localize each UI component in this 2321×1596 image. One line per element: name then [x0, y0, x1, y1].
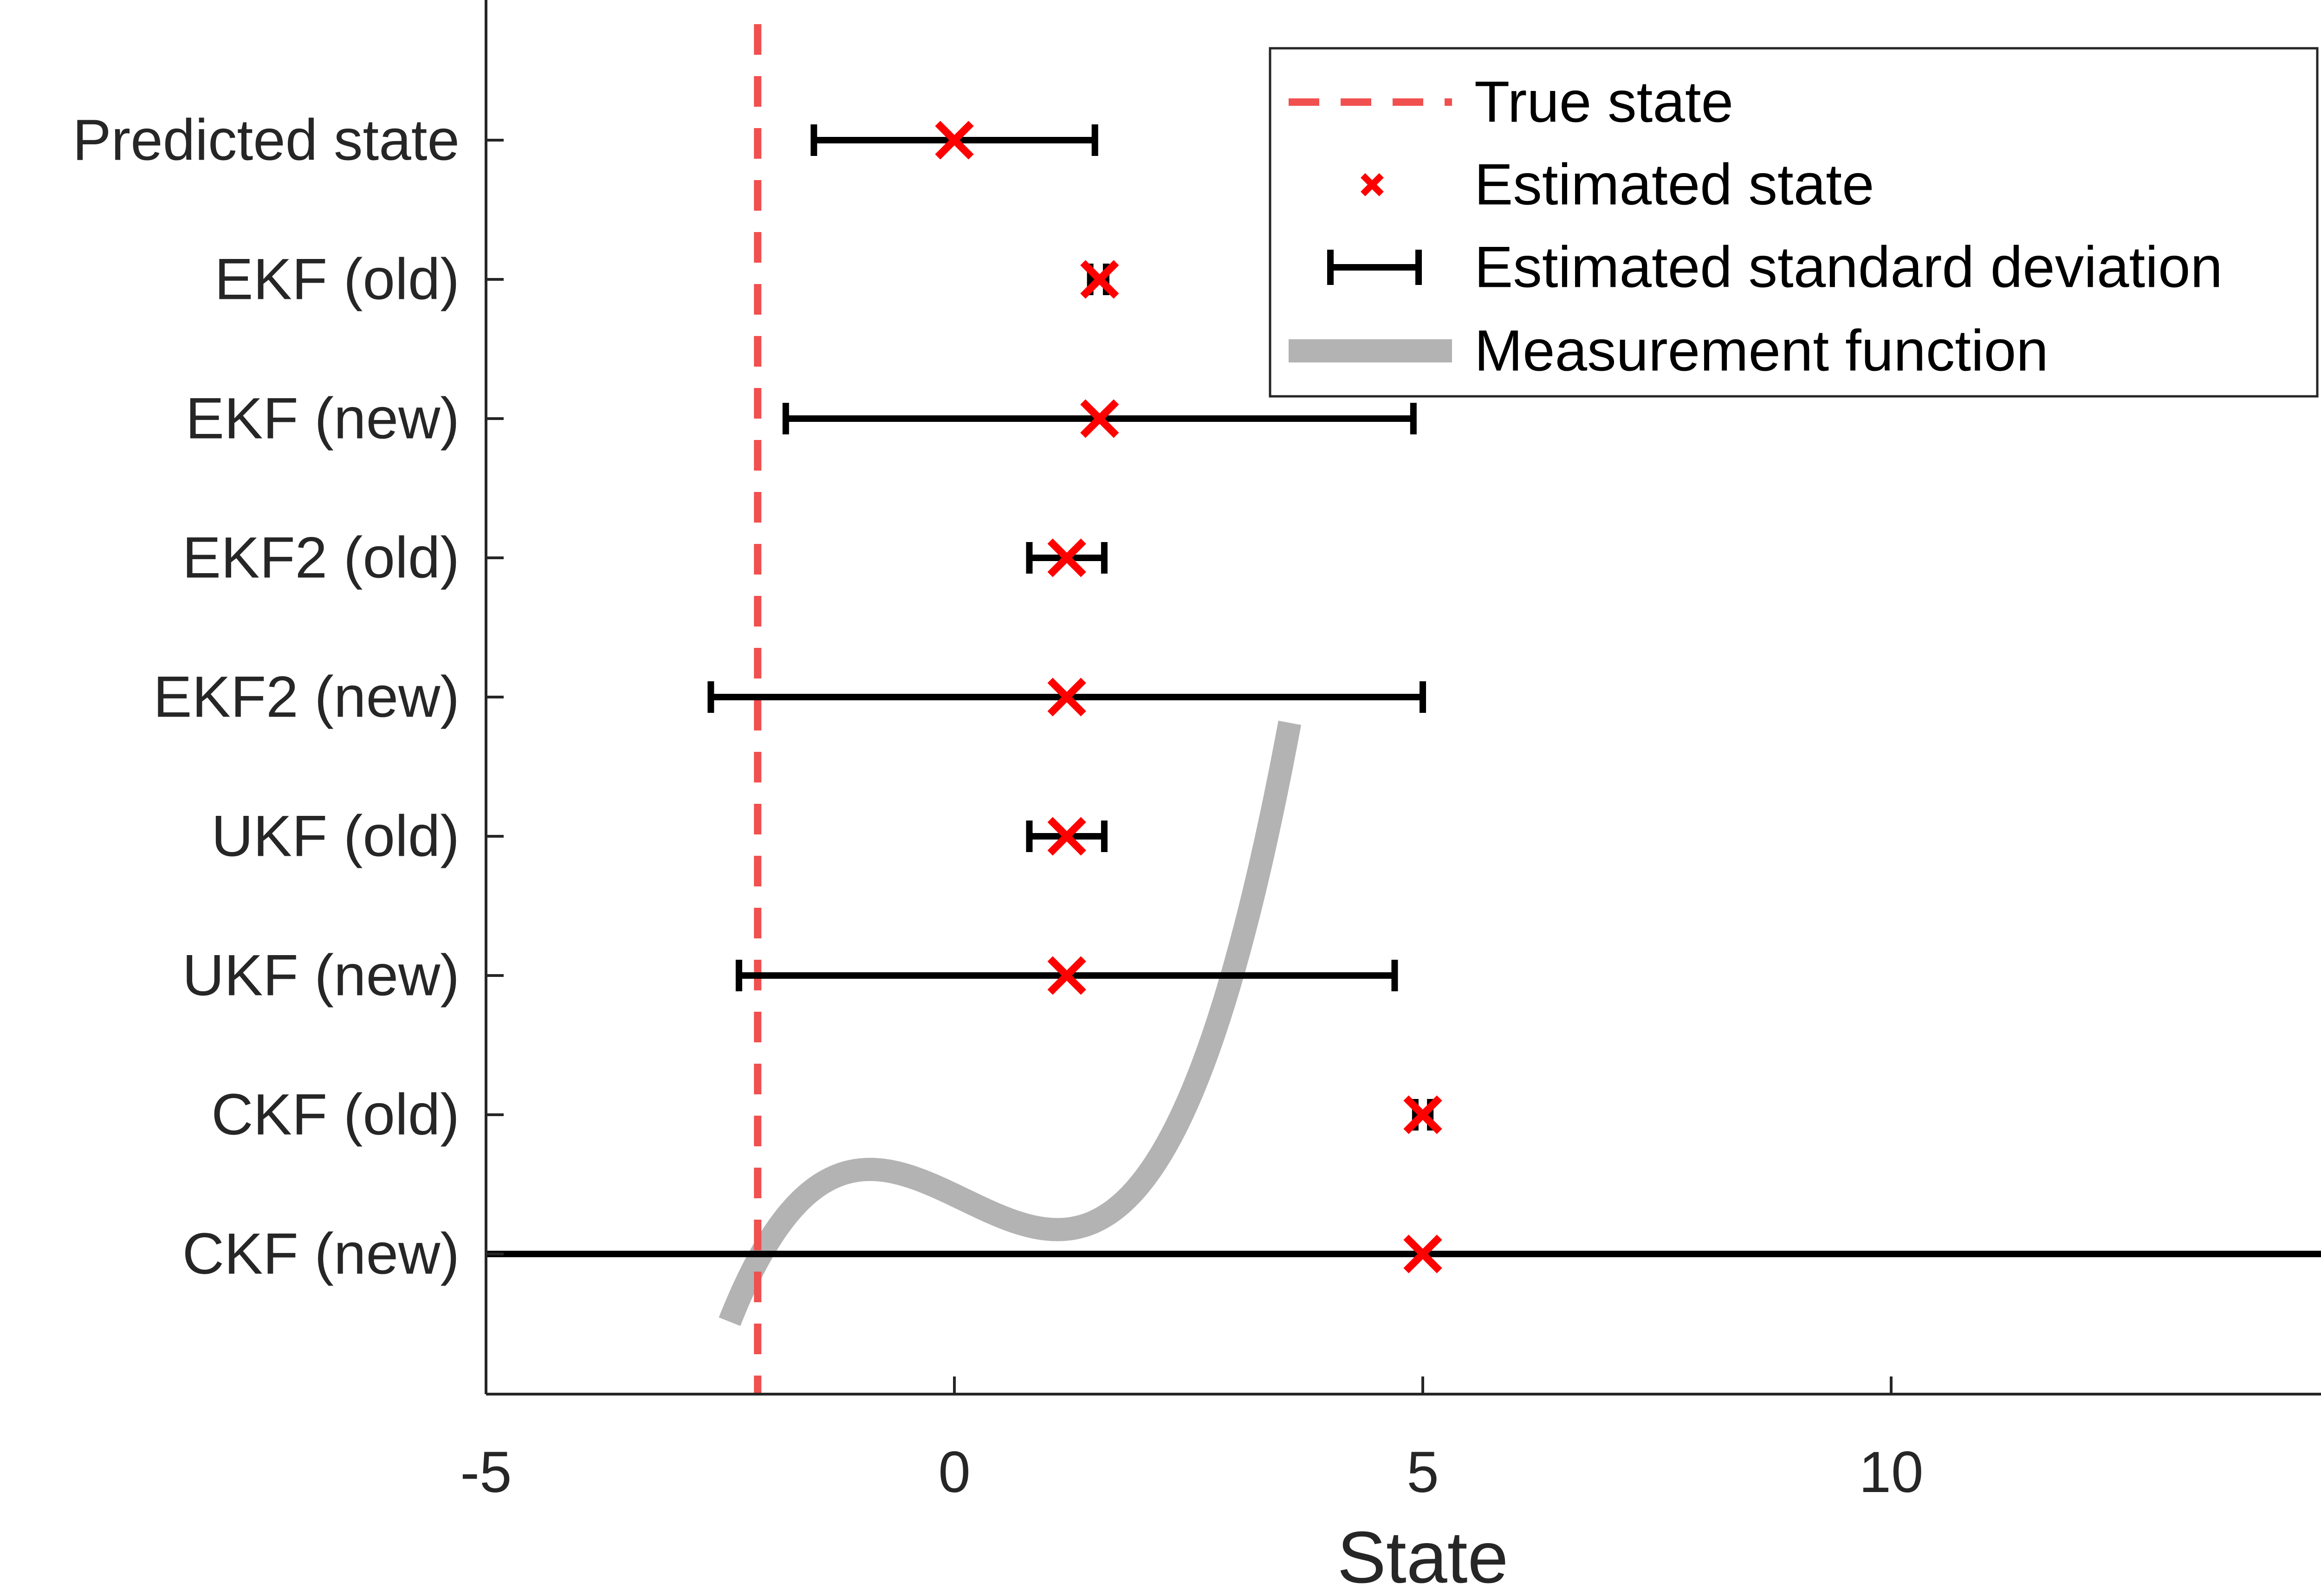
estimate-marker-ekf-old: [1080, 260, 1119, 299]
category-label-predicted-state: Predicted state: [72, 108, 460, 173]
x-tick-label: 0: [938, 1440, 971, 1505]
estimate-marker-ekf2-old: [1047, 538, 1086, 577]
legend-true-state-label: True state: [1474, 70, 1733, 135]
legend-std-swatch: [1327, 250, 1422, 285]
estimate-marker-predicted-state: [935, 121, 974, 160]
category-label-ekf-old: EKF (old): [214, 247, 460, 312]
y-axis-ticks: Predicted state EKF (old) EKF (new) EKF2 (o…: [72, 108, 504, 1286]
measurement-function-curve: [719, 720, 1301, 1329]
legend-std-label: Estimated standard deviation: [1474, 235, 2223, 300]
x-tick-label: 5: [1407, 1440, 1439, 1505]
legend-estimate-label: Estimated state: [1474, 153, 1874, 217]
estimate-marker-ckf-old: [1403, 1095, 1442, 1134]
estimate-marker-ekf-new: [1080, 399, 1119, 438]
category-label-ckf-new: CKF (new): [182, 1222, 460, 1286]
legend: True state Estimated state Estimated sta…: [1269, 47, 2319, 398]
estimate-marker-ekf2-new: [1047, 678, 1086, 717]
legend-estimate-swatch: [1361, 173, 1384, 196]
category-label-ekf2-new: EKF2 (new): [153, 665, 460, 730]
x-tick-label: 10: [1859, 1440, 1923, 1505]
category-label-ukf-new: UKF (new): [182, 943, 460, 1008]
estimate-marker-ukf-new: [1047, 956, 1086, 995]
estimate-marker-ukf-old: [1047, 817, 1086, 856]
category-label-ckf-old: CKF (old): [211, 1083, 460, 1147]
plot-area: [486, 24, 2321, 1394]
x-axis-ticks: -5051015: [460, 1376, 1924, 1505]
category-label-ekf2-old: EKF2 (old): [182, 526, 460, 590]
category-label-ukf-old: UKF (old): [211, 804, 460, 869]
legend-measurement-label: Measurement function: [1474, 319, 2049, 383]
x-tick-label: -5: [460, 1440, 512, 1505]
estimate-markers: [935, 121, 1442, 1273]
category-label-ekf-new: EKF (new): [186, 387, 460, 451]
legend-box: [1269, 47, 2319, 398]
x-axis-label: State: [1337, 1517, 1509, 1596]
estimate-marker-ckf-new: [1403, 1234, 1442, 1273]
